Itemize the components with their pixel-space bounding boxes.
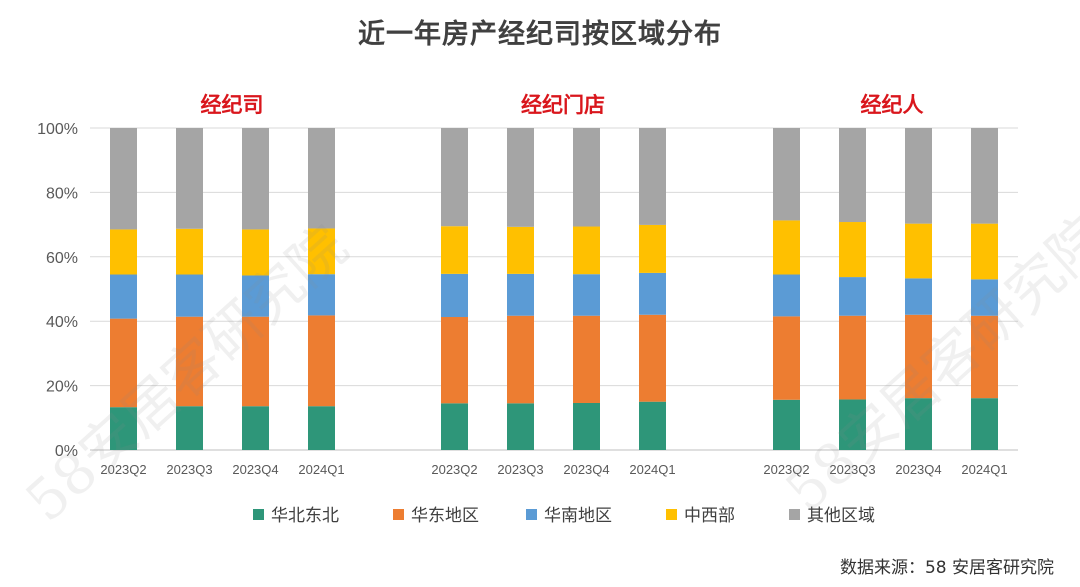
bar-segment [773, 128, 800, 221]
bar-segment [176, 274, 203, 317]
legend-label: 华北东北 [271, 506, 339, 526]
bar-segment [507, 273, 534, 316]
bar-segment [176, 406, 203, 450]
bar-segment [905, 398, 932, 450]
bar-segment [308, 128, 335, 229]
legend-swatch [526, 509, 537, 520]
bar-segment [905, 278, 932, 315]
bar-segment [971, 398, 998, 450]
bar-segment [971, 223, 998, 280]
bar-segment [242, 275, 269, 317]
bar-segment [639, 272, 666, 315]
bar-segment [441, 317, 468, 404]
bar-segment [176, 228, 203, 275]
bar-segment [573, 315, 600, 403]
bar-segment [639, 224, 666, 273]
bar-layer [110, 128, 998, 450]
bar-segment [441, 128, 468, 227]
x-tick-label: 2023Q4 [895, 462, 941, 477]
bar-segment [308, 274, 335, 316]
bar-segment [308, 315, 335, 407]
bar-segment [441, 403, 468, 450]
bar-segment [839, 128, 866, 223]
bar-segment [110, 128, 137, 230]
legend-label: 华南地区 [544, 506, 612, 526]
bar-segment [573, 226, 600, 275]
x-tick-label: 2023Q3 [166, 462, 212, 477]
bar-segment [110, 274, 137, 319]
bar-segment [573, 274, 600, 316]
group-title: 经纪人 [861, 93, 924, 117]
x-tick-label: 2024Q1 [629, 462, 675, 477]
x-tick-label: 2023Q2 [100, 462, 146, 477]
bar-segment [773, 220, 800, 275]
x-tick-label: 2023Q3 [497, 462, 543, 477]
bar-segment [507, 226, 534, 274]
x-tick-label: 2024Q1 [298, 462, 344, 477]
group-title: 经纪门店 [521, 93, 605, 117]
bar-segment [110, 229, 137, 275]
bar-segment [773, 316, 800, 400]
bar-segment [573, 402, 600, 450]
legend-label: 华东地区 [411, 506, 479, 526]
bar-segment [110, 318, 137, 408]
y-tick-label: 0% [55, 443, 78, 460]
legend: 华北东北 华东地区 华南地区 中西部 其他区域 [253, 506, 875, 526]
bar-segment [176, 128, 203, 229]
y-tick-label: 20% [46, 379, 78, 396]
y-tick-label: 40% [46, 314, 78, 331]
bar-segment [839, 277, 866, 316]
bar-segment [242, 316, 269, 407]
x-tick-label: 2023Q2 [763, 462, 809, 477]
bar-segment [441, 273, 468, 318]
legend-swatch [393, 509, 404, 520]
bar-segment [308, 406, 335, 450]
bar-segment [905, 128, 932, 224]
bar-segment [441, 226, 468, 274]
x-tick-label: 2023Q4 [563, 462, 609, 477]
bar-segment [507, 403, 534, 450]
bar-segment [971, 128, 998, 224]
x-tick-label: 2023Q2 [431, 462, 477, 477]
bar-segment [507, 128, 534, 227]
bar-segment [176, 316, 203, 407]
y-tick-label: 80% [46, 185, 78, 202]
y-tick-label: 100% [37, 121, 78, 138]
bar-segment [639, 128, 666, 225]
group-title: 经纪司 [201, 93, 264, 117]
legend-swatch [253, 509, 264, 520]
bar-segment [242, 128, 269, 230]
bar-segment [773, 399, 800, 450]
bar-segment [839, 222, 866, 278]
bar-segment [971, 279, 998, 316]
bar-segment [839, 315, 866, 400]
grid-layer [90, 127, 1018, 451]
y-tick-label: 60% [46, 250, 78, 267]
x-tick-label: 2023Q4 [232, 462, 278, 477]
legend-label: 其他区域 [807, 506, 875, 526]
bar-segment [110, 407, 137, 450]
bar-segment [308, 228, 335, 275]
bar-segment [773, 274, 800, 317]
bar-segment [507, 315, 534, 404]
bar-segment [242, 406, 269, 450]
label-layer: 100% 80% 60% 40% 20% 0% 经纪司 2023Q2 2023Q3 2023Q4 2… [37, 93, 1008, 477]
bar-segment [839, 399, 866, 450]
bar-segment [905, 223, 932, 279]
legend-label: 中西部 [684, 506, 735, 526]
chart-title: 近一年房产经纪司按区域分布 [358, 19, 722, 50]
bar-segment [573, 128, 600, 227]
bar-segment [242, 229, 269, 276]
bar-segment [639, 314, 666, 402]
legend-swatch [789, 509, 800, 520]
bar-segment [971, 315, 998, 399]
x-tick-label: 2024Q1 [961, 462, 1007, 477]
source-note: 数据来源：58 安居客研究院 [839, 558, 1054, 578]
bar-segment [639, 401, 666, 450]
legend-swatch [666, 509, 677, 520]
x-tick-label: 2023Q3 [829, 462, 875, 477]
bar-segment [905, 314, 932, 399]
